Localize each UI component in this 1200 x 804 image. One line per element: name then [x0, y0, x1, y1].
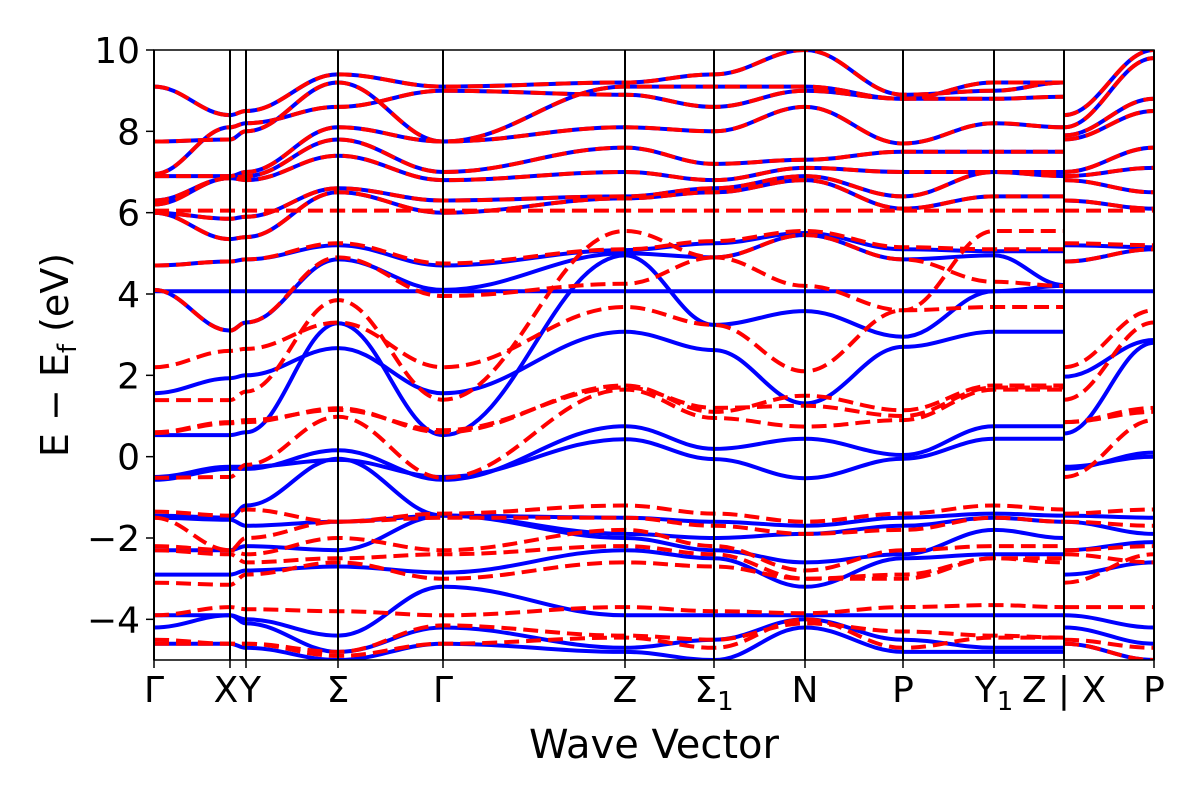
red-dashed-band: [154, 515, 1154, 553]
plot-frame: [153, 49, 1155, 661]
y-axis: −4 −2 0 2 4 6 8 10: [87, 31, 154, 641]
y-axis-label-sub: f: [53, 343, 83, 353]
x-tick-label: N: [792, 670, 819, 711]
x-tick-label: P: [1143, 670, 1165, 711]
y-tick-label: −2: [87, 519, 140, 560]
x-tick-label: Z | X: [1022, 670, 1106, 711]
x-tick-label: Z: [613, 670, 638, 711]
x-tick-label: Y1: [974, 670, 1014, 717]
x-tick-label: Y: [238, 670, 262, 711]
blue-solid-band: [154, 456, 1154, 528]
red-dashed-band: [154, 228, 1154, 403]
y-tick-label: 0: [117, 438, 140, 479]
red-dashed-band: [154, 104, 1154, 179]
blue-solid-band: [154, 613, 1154, 654]
y-tick-label: 4: [117, 275, 140, 316]
red-dashed-band: [154, 304, 1154, 374]
red-dashed-band: [154, 153, 1154, 207]
x-tick-label: Γ: [144, 670, 164, 711]
y-axis-label-unit: (eV): [33, 253, 77, 344]
bands-layer: [154, 50, 1154, 660]
y-tick-label: 2: [117, 356, 140, 397]
y-tick-label: 10: [94, 31, 140, 72]
blue-solid-band: [154, 584, 1154, 638]
blue-solid-band: [154, 253, 1154, 438]
x-tick-label: Σ: [327, 670, 350, 711]
y-tick-label: −4: [87, 600, 140, 641]
x-tick-label: Σ1: [694, 670, 733, 717]
x-axis: Γ X Y Σ Γ Z Σ1 N P Y1 Z | X P: [144, 660, 1165, 717]
x-axis-label: Wave Vector: [529, 722, 780, 768]
y-tick-label: 6: [117, 194, 140, 235]
x-tick-label: P: [892, 670, 914, 711]
x-tick-label: X: [214, 670, 239, 711]
y-axis-label-main: E − E: [33, 353, 77, 457]
blue-solid-band: [154, 548, 1154, 589]
red-dashed-band: [154, 232, 1154, 333]
y-axis-label: E − Ef (eV): [33, 253, 83, 457]
red-dashed-band: [154, 387, 1154, 480]
red-dashed-band: [154, 88, 1154, 176]
y-tick-label: 8: [117, 112, 140, 153]
x-tick-label: Γ: [433, 670, 453, 711]
